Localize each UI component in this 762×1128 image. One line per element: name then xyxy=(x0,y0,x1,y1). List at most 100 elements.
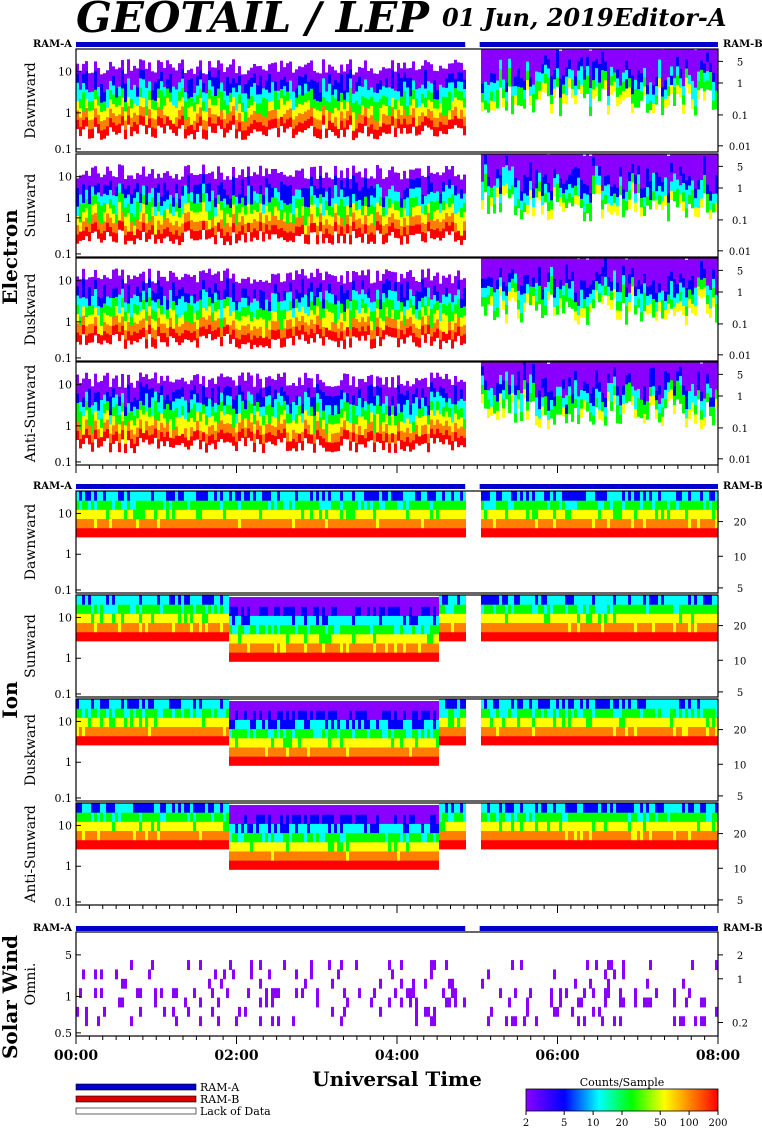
panel-9-label: Omni. xyxy=(23,963,39,1006)
panel-7: Duskward 10 1 0.1 20 10 5 xyxy=(23,698,747,805)
panel-4-right-tick-label-1: 5 xyxy=(737,370,743,381)
panel-3-left-tick-label-2: 1 xyxy=(65,316,72,329)
panel-8-label: Anti-Sunward xyxy=(23,805,39,904)
colorbar-tick-label-1: 2 xyxy=(523,1118,529,1128)
panel-4-right-tick-label-3: 0.1 xyxy=(732,424,748,435)
panel-1-right-tick-label-1: 5 xyxy=(737,57,743,68)
panel-4: Anti-Sunward 10 1 0.1 5 1 0.1 0.01 xyxy=(23,361,751,469)
panel-6-spectrogram xyxy=(76,595,718,697)
colorbar-tick-label-5: 50 xyxy=(654,1118,667,1128)
panel-1-left-tick-label-1: 10 xyxy=(58,66,72,79)
x-tick-label-4: 06:00 xyxy=(535,1048,579,1064)
panel-9-left-tick-label-2: 1 xyxy=(65,990,72,1003)
panel-9-left-tick-label-1: 5 xyxy=(65,949,72,962)
ram-bar-2-gap xyxy=(465,484,480,489)
panel-3-right-tick-label-3: 0.1 xyxy=(732,320,748,331)
panel-2-left-tick-label-3: 0.1 xyxy=(55,248,73,261)
panel-3-left-tick-label-1: 10 xyxy=(58,275,72,288)
group-label-solar-wind: Solar Wind xyxy=(0,935,22,1059)
panel-5-left-tick-label-1: 10 xyxy=(58,507,72,520)
panel-3: Duskward 10 1 0.1 5 1 0.1 0.01 xyxy=(23,257,751,365)
x-axis-title: Universal Time xyxy=(312,1067,482,1091)
panel-4-label: Anti-Sunward xyxy=(23,365,39,464)
panel-6-right-tick-label-3: 5 xyxy=(737,688,743,699)
group-label-ion: Ion xyxy=(0,681,22,719)
panel-4-spectrogram xyxy=(76,362,718,465)
panel-3-label: Duskward xyxy=(23,274,39,346)
panel-8-left-tick-label-1: 10 xyxy=(58,819,72,832)
legend-swatch-lack-of-data xyxy=(75,1107,197,1115)
panel-6-label: Sunward xyxy=(23,614,39,678)
panel-5-right-tick-label-1: 20 xyxy=(734,518,747,529)
panel-1-spectrogram xyxy=(76,49,718,152)
panel-5-label: Dawnward xyxy=(23,504,39,581)
panel-3-frame xyxy=(75,257,719,362)
panel-6-left-tick-label-3: 0.1 xyxy=(55,688,73,701)
panel-9-right-tick-label-3: 0.2 xyxy=(732,1018,748,1029)
panel-2-right-tick-label-1: 5 xyxy=(737,162,743,173)
figure-date: 01 Jun, 2019 xyxy=(442,3,614,32)
spectrogram-panels: Dawnward 10 1 0.1 5 1 0.1 0.01 Sunward 10 1 0.1 5 1 0.… xyxy=(23,48,751,1040)
panel-8-spectrogram xyxy=(76,803,718,905)
panel-7-frame xyxy=(75,698,719,802)
panel-8-right-tick-label-3: 5 xyxy=(737,896,743,907)
panel-2-spectrogram xyxy=(76,154,718,257)
panel-3-right-tick-label-4: 0.01 xyxy=(729,351,751,362)
panel-2: Sunward 10 1 0.1 5 1 0.1 0.01 xyxy=(23,153,751,261)
panel-8-right-tick-label-2: 10 xyxy=(734,864,747,875)
ram-b-label-ion: RAM-B xyxy=(723,481,762,492)
ram-b-label-solar-wind: RAM-B xyxy=(723,923,762,934)
panel-2-right-tick-label-4: 0.01 xyxy=(729,247,751,258)
x-tick-label-1: 00:00 xyxy=(54,1048,98,1064)
panel-7-right-tick-label-2: 10 xyxy=(734,760,747,771)
panel-3-spectrogram xyxy=(76,258,718,361)
x-tick-label-5: 08:00 xyxy=(696,1048,740,1064)
panel-7-left-tick-label-2: 1 xyxy=(65,756,72,769)
figure-title: GEOTAIL / LEP xyxy=(76,0,430,42)
legend-swatch-ram-b xyxy=(75,1095,197,1103)
panel-1-label: Dawnward xyxy=(23,62,39,139)
panel-7-spectrogram xyxy=(76,699,718,801)
panel-5-frame xyxy=(75,490,719,594)
panel-4-left-tick-label-1: 10 xyxy=(58,379,72,392)
panel-5-right-tick-label-3: 5 xyxy=(737,584,743,595)
panel-2-left-tick-label-2: 1 xyxy=(65,212,72,225)
panel-5-right-tick-label-2: 10 xyxy=(734,552,747,563)
panel-5-spectrogram xyxy=(76,491,718,593)
ram-b-label-electron: RAM-B xyxy=(723,39,762,50)
time-axis: 00:00 02:00 04:00 06:00 08:00 xyxy=(54,465,740,1064)
panel-4-right-tick-label-4: 0.01 xyxy=(729,455,751,466)
colorbar: Counts/Sample 2 5 10 20 50 100 200 xyxy=(523,1076,728,1128)
ram-bar-3 xyxy=(76,926,718,931)
panel-7-label: Duskward xyxy=(23,714,39,786)
panel-2-frame xyxy=(75,153,719,258)
colorbar-tick-label-4: 20 xyxy=(616,1118,629,1128)
x-tick-label-2: 02:00 xyxy=(214,1048,258,1064)
x-tick-label-3: 04:00 xyxy=(375,1048,419,1064)
panel-6-left-tick-label-1: 10 xyxy=(58,611,72,624)
panel-9-spectrogram xyxy=(76,932,718,1036)
panel-7-right-tick-label-3: 5 xyxy=(737,792,743,803)
panel-9: Omni. 5 1 0.5 2 1 0.2 xyxy=(23,931,748,1040)
group-label-electron: Electron xyxy=(0,209,22,305)
colorbar-tick-label-6: 100 xyxy=(680,1118,699,1128)
panel-9-left-tick-label-3: 0.5 xyxy=(55,1027,73,1040)
panel-2-label: Sunward xyxy=(23,174,39,238)
panel-7-left-tick-label-3: 0.1 xyxy=(55,792,73,805)
ram-a-label-electron: RAM-A xyxy=(33,39,72,50)
colorbar-tick-label-7: 200 xyxy=(708,1118,727,1128)
panel-5-left-tick-label-3: 0.1 xyxy=(55,584,73,597)
panel-4-left-tick-label-3: 0.1 xyxy=(55,456,73,469)
panel-1: Dawnward 10 1 0.1 5 1 0.1 0.01 xyxy=(23,48,751,156)
legend-swatch-ram-a xyxy=(75,1083,197,1091)
panel-2-left-tick-label-1: 10 xyxy=(58,171,72,184)
panel-8-left-tick-label-3: 0.1 xyxy=(55,896,73,909)
panel-4-left-tick-label-2: 1 xyxy=(65,420,72,433)
ram-bar-2 xyxy=(76,484,718,489)
panel-1-right-tick-label-3: 0.1 xyxy=(732,111,748,122)
ram-bar-3-gap xyxy=(465,926,480,931)
panel-5-left-tick-label-2: 1 xyxy=(65,548,72,561)
figure-editor: Editor-A xyxy=(613,3,727,32)
panel-1-left-tick-label-3: 0.1 xyxy=(55,143,73,156)
